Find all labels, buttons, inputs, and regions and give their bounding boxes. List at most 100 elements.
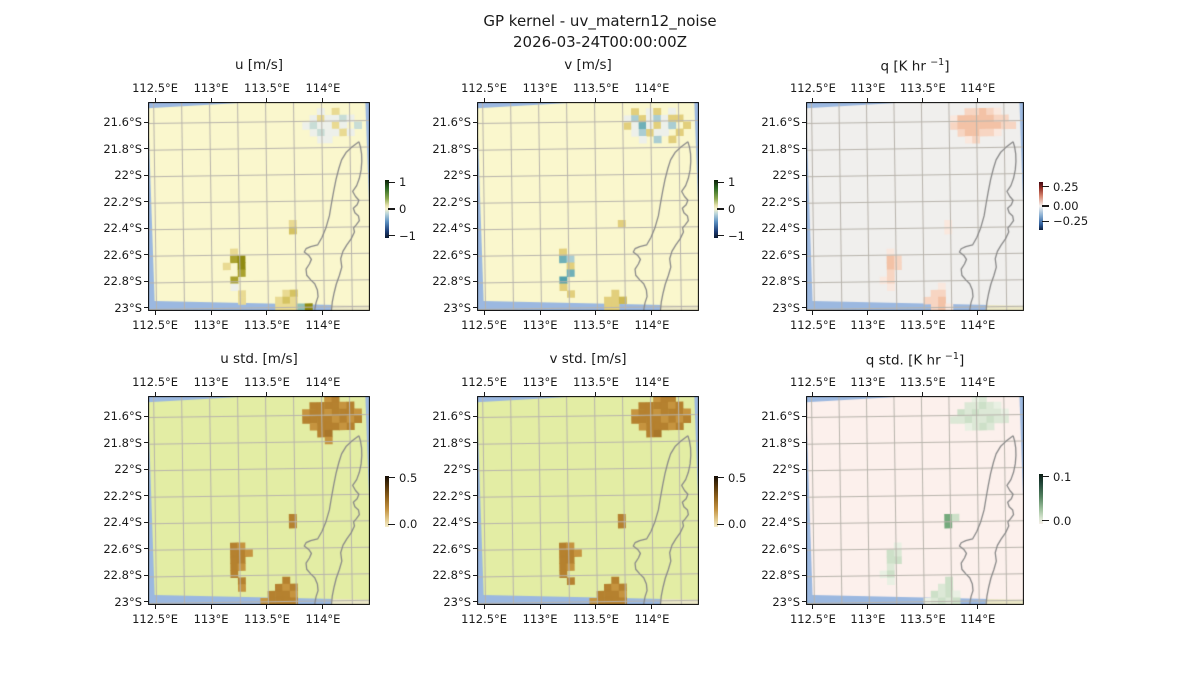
y-tickmark-left bbox=[144, 442, 148, 444]
colorbar-gradient-strip bbox=[1039, 474, 1043, 524]
x-tick-label-bottom-1: 113°E bbox=[522, 612, 558, 626]
colorbar-tickmark bbox=[717, 523, 724, 526]
x-tickmark-bottom bbox=[539, 605, 541, 609]
panel-v: v [m/s] 112.5°E 112.5°E 113°E 113°E 113.5°E 11… bbox=[432, 57, 745, 332]
colorbar-tickmark bbox=[717, 181, 724, 183]
colorbar-gradient-strip bbox=[1039, 182, 1043, 230]
x-tickmark-top bbox=[812, 98, 814, 102]
panel-title-text: q std. [K hr bbox=[865, 352, 945, 369]
y-tick-label-3: 22.2°S bbox=[761, 194, 800, 209]
x-tick-label-bottom-0: 112.5°E bbox=[132, 318, 179, 332]
y-tick-label-4: 22.4°S bbox=[761, 221, 800, 236]
y-tick-label-1: 21.8°S bbox=[761, 141, 800, 156]
y-tick-label-3: 22.2°S bbox=[103, 488, 142, 503]
y-tick-label-3: 22.2°S bbox=[432, 488, 471, 503]
colorbar-tick-label-2: −1 bbox=[728, 228, 745, 243]
x-tick-label-bottom-2: 113.5°E bbox=[244, 318, 290, 332]
x-tickmark-bottom bbox=[483, 605, 485, 609]
y-tickmark-left bbox=[473, 227, 477, 229]
panel-title-v_std: v std. [m/s] bbox=[407, 351, 769, 367]
x-tick-label-bottom-1: 113°E bbox=[193, 318, 229, 332]
colorbar-tickmark bbox=[388, 476, 395, 479]
y-tickmark-left bbox=[144, 574, 148, 576]
x-tickmark-bottom bbox=[322, 605, 324, 609]
x-tickmark-top bbox=[266, 98, 268, 102]
y-tickmark-left bbox=[473, 174, 477, 176]
y-tick-label-5: 22.6°S bbox=[761, 247, 800, 262]
map-canvas-u bbox=[148, 102, 370, 311]
x-tickmark-bottom bbox=[210, 605, 212, 609]
x-tickmark-top bbox=[210, 392, 212, 396]
colorbar-tickmark bbox=[717, 235, 724, 237]
y-tick-label-2: 22°S bbox=[443, 168, 471, 183]
y-tick-label-7: 23°S bbox=[114, 300, 142, 315]
x-tick-label-top-2: 113.5°E bbox=[573, 81, 619, 95]
x-tickmark-bottom bbox=[867, 311, 869, 315]
x-tick-label-top-0: 112.5°E bbox=[132, 375, 179, 389]
x-tick-label-bottom-2: 113.5°E bbox=[573, 318, 619, 332]
x-tickmark-bottom bbox=[922, 605, 924, 609]
x-tickmark-top bbox=[922, 98, 924, 102]
x-tick-label-top-2: 113.5°E bbox=[573, 375, 619, 389]
colorbar-tickmark bbox=[717, 476, 724, 479]
y-tick-label-6: 22.8°S bbox=[432, 568, 471, 583]
x-tickmark-bottom bbox=[867, 605, 869, 609]
colorbar-tick-label-0: 0.1 bbox=[1053, 469, 1072, 484]
y-tick-label-0: 21.6°S bbox=[103, 409, 142, 424]
y-tickmark-left bbox=[802, 174, 806, 176]
y-tick-label-0: 21.6°S bbox=[432, 115, 471, 130]
x-tickmark-top bbox=[154, 98, 156, 102]
x-tickmark-top bbox=[154, 392, 156, 396]
y-tickmark-left bbox=[802, 442, 806, 444]
x-tickmark-top bbox=[867, 392, 869, 396]
y-tick-label-3: 22.2°S bbox=[432, 194, 471, 209]
y-tick-label-6: 22.8°S bbox=[432, 274, 471, 289]
colorbar-tickmark bbox=[1042, 519, 1049, 522]
colorbar-u: 1 0 −1 bbox=[385, 175, 425, 243]
y-tick-label-0: 21.6°S bbox=[761, 409, 800, 424]
y-tick-label-1: 21.8°S bbox=[432, 435, 471, 450]
y-tick-label-0: 21.6°S bbox=[432, 409, 471, 424]
x-tick-label-bottom-2: 113.5°E bbox=[573, 612, 619, 626]
colorbar-v_std: 0.5 0.0 bbox=[714, 471, 754, 531]
panel-v_std: v std. [m/s] 112.5°E 112.5°E 113°E 113°E 113.… bbox=[432, 351, 746, 626]
x-tickmark-bottom bbox=[483, 311, 485, 315]
y-tick-label-5: 22.6°S bbox=[432, 247, 471, 262]
panel-title-text-end: ] bbox=[958, 352, 965, 369]
x-tickmark-top bbox=[322, 392, 324, 396]
colorbar-q_std: 0.1 0.0 bbox=[1039, 470, 1079, 528]
y-tickmark-left bbox=[144, 307, 148, 309]
x-tick-label-bottom-3: 114°E bbox=[634, 612, 670, 626]
y-tick-label-3: 22.2°S bbox=[761, 488, 800, 503]
colorbar-tick-label-0: 1 bbox=[399, 175, 407, 190]
x-tick-label-top-0: 112.5°E bbox=[789, 81, 836, 95]
x-tickmark-top bbox=[867, 98, 869, 102]
x-tick-label-bottom-1: 113°E bbox=[522, 318, 558, 332]
x-tick-label-bottom-2: 113.5°E bbox=[899, 612, 946, 626]
colorbar-tick-label-1: 0.0 bbox=[399, 517, 418, 532]
y-tick-label-5: 22.6°S bbox=[432, 541, 471, 556]
y-tickmark-left bbox=[802, 201, 806, 203]
x-tickmark-top bbox=[595, 98, 597, 102]
y-tickmark-left bbox=[144, 495, 148, 497]
x-tickmark-top bbox=[651, 392, 653, 396]
colorbar-tick-label-1: 0.0 bbox=[728, 517, 747, 532]
y-tick-label-6: 22.8°S bbox=[761, 568, 800, 583]
panel-q_std: q std. [K hr −1] 112.5°E 112.5°E 113°E 113°E… bbox=[761, 351, 1071, 626]
y-tick-label-4: 22.4°S bbox=[103, 515, 142, 530]
y-tickmark-left bbox=[473, 548, 477, 550]
colorbar-tickmark bbox=[1042, 220, 1049, 222]
colorbar-tickmark bbox=[717, 208, 724, 210]
colorbar-q: 0.25 0.00 −0.25 bbox=[1039, 180, 1088, 230]
x-tick-label-bottom-3: 114°E bbox=[305, 612, 341, 626]
panel-title-text: v std. [m/s] bbox=[549, 351, 627, 367]
x-tickmark-top bbox=[266, 392, 268, 396]
x-tickmark-bottom bbox=[539, 311, 541, 315]
panel-u: u [m/s] 112.5°E 112.5°E 113°E 113°E 113.5°E 11… bbox=[103, 57, 416, 332]
colorbar-tickmark bbox=[388, 181, 395, 183]
x-tick-label-top-0: 112.5°E bbox=[461, 81, 508, 95]
x-tick-label-bottom-3: 114°E bbox=[305, 318, 341, 332]
colorbar-tick-label-2: −0.25 bbox=[1053, 214, 1089, 229]
y-tickmark-left bbox=[802, 521, 806, 523]
x-tickmark-bottom bbox=[266, 311, 268, 315]
